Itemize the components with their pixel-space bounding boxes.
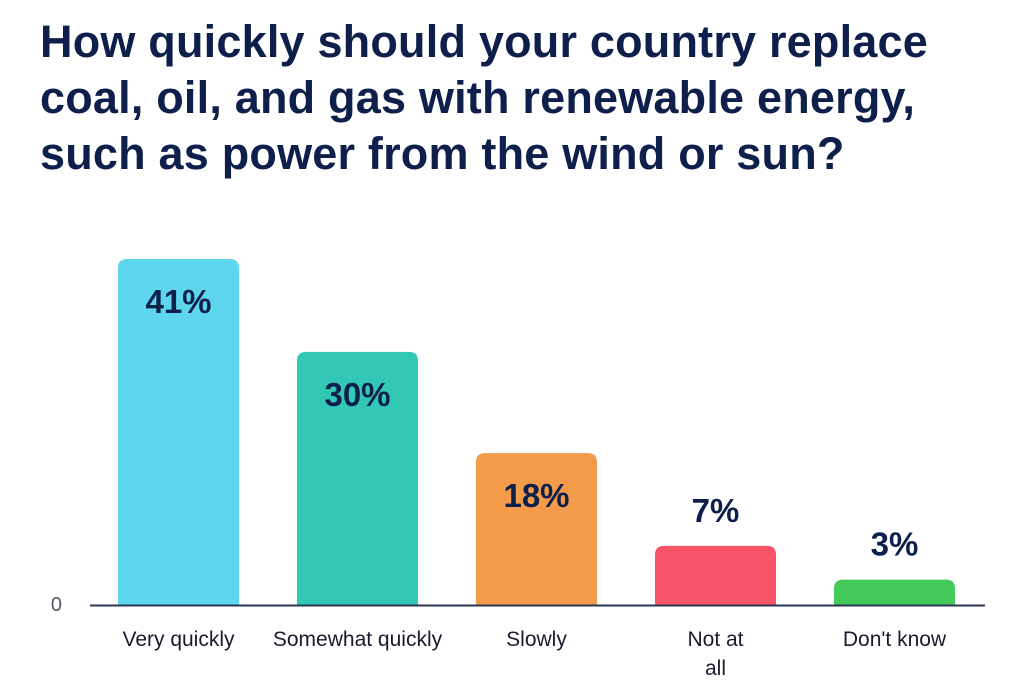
value-label-somewhat-quickly: 30% bbox=[324, 376, 390, 413]
bar-don-t-know bbox=[834, 579, 955, 605]
bars-layer bbox=[118, 259, 955, 605]
value-label-very-quickly: 41% bbox=[145, 283, 211, 320]
value-label-don-t-know: 3% bbox=[871, 526, 919, 563]
category-label-somewhat-quickly: Somewhat quickly bbox=[273, 628, 443, 651]
bar-not-at-all bbox=[655, 545, 776, 605]
chart-title: How quickly should your country replace … bbox=[40, 16, 928, 179]
y-axis-zero-label: 0 bbox=[51, 594, 62, 616]
value-label-slowly: 18% bbox=[503, 477, 569, 514]
bar-very-quickly bbox=[118, 259, 239, 605]
labels-layer: 41% Very quickly 30% Somewhat quickly 18% Slo… bbox=[122, 283, 946, 680]
value-label-not-at-all: 7% bbox=[692, 492, 740, 529]
category-label-very-quickly: Very quickly bbox=[122, 628, 235, 651]
category-label-don-t-know: Don't know bbox=[843, 628, 947, 651]
category-label-not-at-all: Not at all bbox=[687, 628, 743, 680]
bar-slowly bbox=[476, 453, 597, 605]
category-label-slowly: Slowly bbox=[506, 628, 567, 651]
bar-somewhat-quickly bbox=[297, 351, 418, 605]
